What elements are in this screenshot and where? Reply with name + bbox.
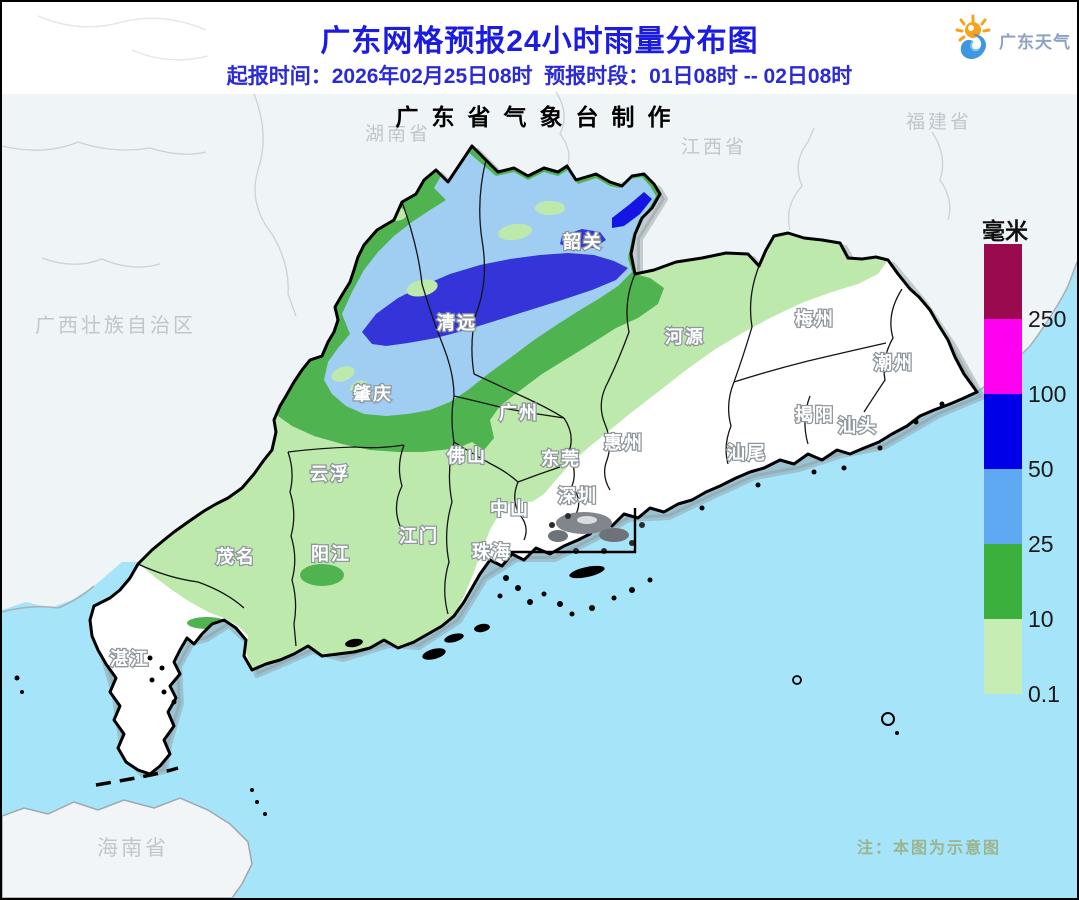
city-label-heyuan: 河源 xyxy=(665,326,705,347)
atoll-rings xyxy=(792,675,899,735)
legend-unit: 毫米 xyxy=(982,218,1029,244)
page-title: 广东网格预报24小时雨量分布图 xyxy=(320,25,759,58)
strait-dashes xyxy=(95,766,179,787)
legend-value-10: 10 xyxy=(1028,606,1054,632)
faint-top-lines xyxy=(37,15,209,61)
city-label-jieyang: 揭阳 xyxy=(795,404,835,425)
region-label-jiangxi: 江西省 xyxy=(681,136,747,158)
region-label-hunan: 湖南省 xyxy=(365,123,431,145)
hongkong-inset-box xyxy=(506,508,637,554)
rain-storm xyxy=(362,253,628,346)
hainan-island xyxy=(2,797,253,898)
city-borders xyxy=(137,159,903,647)
legend-swatch-10 xyxy=(984,544,1022,619)
city-label-meizhou: 梅州 xyxy=(795,308,835,329)
legend-value-25: 25 xyxy=(1028,531,1054,557)
city-label-guangzhou: 广州 xyxy=(499,402,539,423)
sun-typhoon-icon xyxy=(955,14,991,60)
legend-value-50: 50 xyxy=(1028,456,1054,482)
city-label-yunfu: 云浮 xyxy=(310,463,350,484)
map-note: 注：本图为示意图 xyxy=(857,838,1001,857)
rain-storm-streak xyxy=(612,192,652,228)
sea xyxy=(2,260,1077,898)
legend-value-250: 250 xyxy=(1028,306,1066,332)
legend-swatch-250 xyxy=(984,244,1022,319)
region-label-fujian: 福建省 xyxy=(906,111,972,133)
guangdong-weather-logo: 广东天气 xyxy=(951,14,1071,66)
city-label-chaozhou: 潮州 xyxy=(874,353,914,373)
legend-value-0.1: 0.1 xyxy=(1028,681,1060,707)
city-label-zhaoqing: 肇庆 xyxy=(352,383,393,404)
city-label-dongguan: 东莞 xyxy=(541,448,581,469)
neighbor-borders xyxy=(2,91,951,317)
legend-swatch-25 xyxy=(984,469,1022,544)
legend-swatch-0.1 xyxy=(984,619,1022,694)
city-label-zhanjiang: 湛江 xyxy=(110,648,150,669)
region-label-guangxi: 广西壮族自治区 xyxy=(35,314,196,337)
rainfall-legend: 250 100 50 25 10 0.1 xyxy=(984,244,1066,707)
city-label-shenzhen: 深圳 xyxy=(558,485,598,506)
city-label-shantou: 汕头 xyxy=(838,416,878,436)
city-label-shaoguan: 韶关 xyxy=(563,231,603,252)
city-label-huizhou: 惠州 xyxy=(604,433,644,453)
city-label-qingyuan: 清远 xyxy=(437,313,477,333)
legend-value-100: 100 xyxy=(1028,381,1066,407)
rain-light xyxy=(138,146,888,670)
forecast-time-line: 起报时间：2026年02月25日08时 预报时段：01日08时 -- 02日08… xyxy=(226,65,853,88)
legend-swatch-100 xyxy=(984,319,1022,394)
city-label-zhuhai: 珠海 xyxy=(472,541,512,562)
city-label-jiangmen: 江门 xyxy=(399,525,439,546)
region-label-hainan: 海南省 xyxy=(97,837,169,860)
city-label-maoming: 茂名 xyxy=(216,546,256,567)
city-label-yangjiang: 阳江 xyxy=(311,544,351,564)
city-label-foshan: 佛山 xyxy=(446,445,487,466)
producer-line: 广东省气象台制作 xyxy=(395,104,684,130)
rain-storm-blob xyxy=(560,229,606,249)
city-label-shanwei: 汕尾 xyxy=(727,443,767,463)
province-border xyxy=(88,144,979,776)
legend-swatch-50 xyxy=(984,394,1022,469)
guangxi-coastline xyxy=(2,585,95,613)
hongkong-area xyxy=(506,508,645,554)
logo-text: 广东天气 xyxy=(999,32,1071,52)
city-label-zhongshan: 中山 xyxy=(490,498,530,519)
